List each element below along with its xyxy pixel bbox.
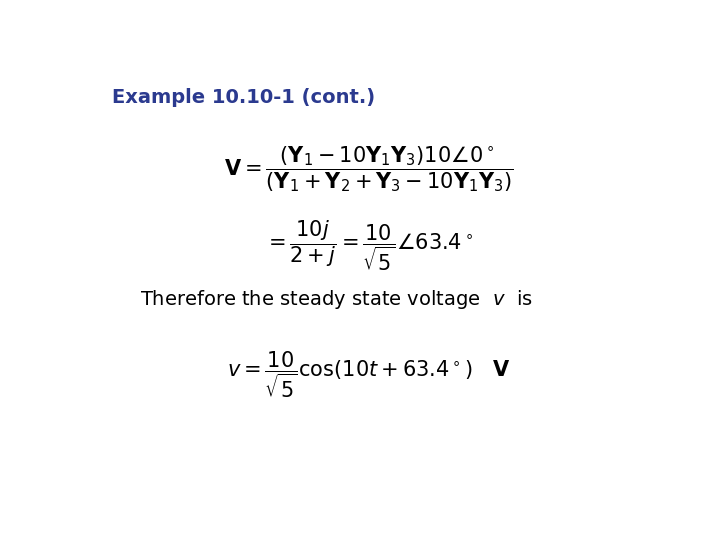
Text: $\mathbf{V} = \dfrac{(\mathbf{Y}_1 - 10\mathbf{Y}_1\mathbf{Y}_3)10\angle 0^\circ: $\mathbf{V} = \dfrac{(\mathbf{Y}_1 - 10\… — [224, 144, 514, 194]
Text: Therefore the steady state voltage  $v$  is: Therefore the steady state voltage $v$ i… — [140, 288, 533, 311]
Text: $= \dfrac{10j}{2 + j} = \dfrac{10}{\sqrt{5}}\angle 63.4^\circ$: $= \dfrac{10j}{2 + j} = \dfrac{10}{\sqrt… — [264, 218, 474, 273]
Text: Example 10.10-1 (cont.): Example 10.10-1 (cont.) — [112, 87, 375, 107]
Text: $v = \dfrac{10}{\sqrt{5}}\cos(10t + 63.4^\circ) \quad \mathbf{V}$: $v = \dfrac{10}{\sqrt{5}}\cos(10t + 63.4… — [227, 349, 511, 400]
